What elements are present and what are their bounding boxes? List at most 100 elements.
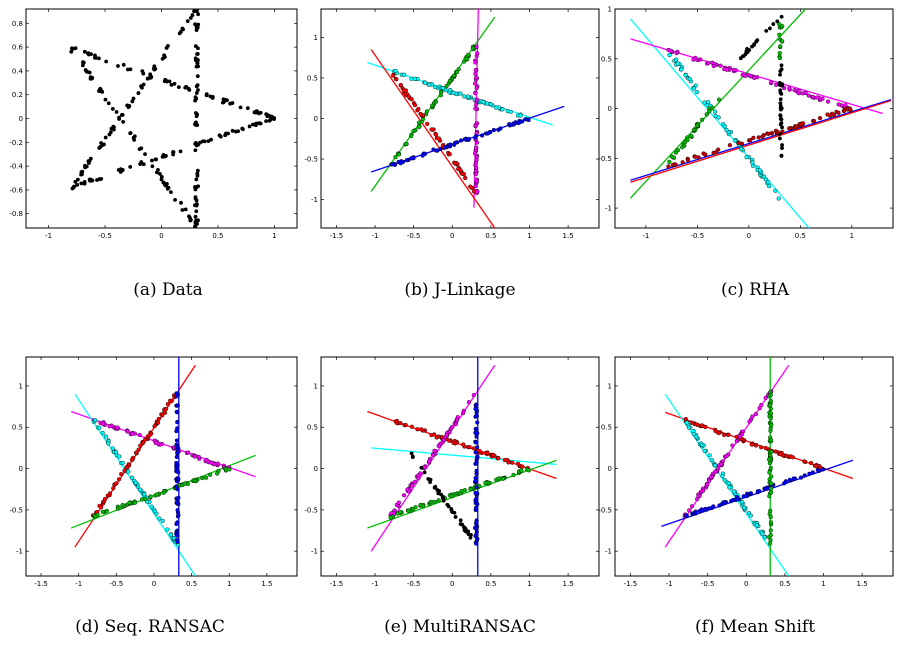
data-point: [130, 99, 135, 104]
data-point: [474, 427, 479, 432]
data-point: [734, 439, 739, 444]
data-point: [760, 134, 765, 139]
data-point: [448, 87, 453, 93]
data-point: [693, 510, 698, 515]
data-point: [156, 416, 161, 422]
data-point: [697, 508, 702, 514]
data-point: [192, 9, 196, 14]
data-point: [722, 478, 727, 483]
data-point: [153, 67, 158, 71]
data-point: [695, 496, 700, 502]
data-point: [474, 75, 479, 80]
data-point: [120, 502, 125, 508]
data-point: [433, 84, 438, 90]
data-point: [768, 392, 773, 397]
data-point: [193, 195, 198, 200]
data-point: [700, 117, 705, 122]
data-point: [90, 76, 95, 80]
x-tick-label: -0.5: [407, 232, 421, 240]
data-point: [441, 437, 446, 443]
data-point: [164, 406, 169, 412]
data-point: [724, 127, 729, 133]
data-point: [474, 97, 480, 102]
data-point: [153, 440, 158, 445]
data-point: [420, 503, 426, 509]
data-point: [711, 63, 716, 69]
x-tick-label: 0: [450, 232, 454, 240]
data-point: [410, 455, 415, 459]
data-point: [207, 472, 213, 477]
data-point: [100, 430, 105, 436]
y-tick-label: 0: [608, 465, 612, 473]
data-point: [778, 44, 783, 49]
data-point: [396, 500, 401, 505]
data-point: [500, 476, 506, 481]
x-tick-label: 1: [821, 580, 825, 588]
data-point: [471, 189, 477, 194]
data-point: [473, 81, 478, 86]
data-point: [110, 446, 115, 451]
data-point: [801, 121, 806, 126]
fit-line: [371, 447, 557, 466]
y-tick-label: 0: [314, 465, 318, 473]
data-point: [689, 133, 694, 139]
data-point: [128, 67, 133, 72]
plot-area: [69, 9, 277, 228]
data-point: [779, 117, 784, 122]
data-point: [180, 208, 185, 212]
data-point: [743, 73, 748, 79]
data-point: [129, 475, 135, 480]
plot-frame: [25, 8, 298, 229]
data-point: [132, 134, 137, 139]
data-point: [194, 25, 199, 29]
data-point: [111, 486, 116, 491]
data-point: [808, 460, 814, 466]
data-point: [174, 500, 180, 505]
data-point: [488, 102, 493, 107]
data-point: [154, 157, 159, 162]
data-point: [674, 57, 679, 62]
data-point: [162, 154, 167, 159]
data-point: [183, 85, 188, 90]
data-point: [699, 423, 705, 428]
x-tick-label: -1.5: [34, 580, 48, 588]
data-point: [466, 400, 472, 405]
data-point: [193, 185, 197, 189]
data-point: [739, 500, 745, 505]
data-point: [508, 109, 513, 114]
data-point: [113, 449, 119, 455]
data-point: [761, 174, 767, 179]
data-point: [402, 72, 407, 77]
y-tick-label: 0.6: [12, 44, 24, 52]
data-point: [734, 494, 739, 500]
data-point: [684, 420, 689, 425]
data-point: [425, 121, 430, 126]
data-point: [447, 79, 452, 84]
data-point: [118, 505, 123, 510]
fit-line: [370, 49, 496, 228]
data-point: [780, 24, 785, 29]
data-point: [741, 54, 746, 58]
data-point: [472, 151, 478, 156]
data-point: [406, 489, 412, 494]
data-point: [811, 118, 817, 124]
data-point: [126, 469, 131, 474]
data-point: [468, 535, 473, 540]
data-point: [106, 441, 111, 446]
data-point: [473, 106, 478, 111]
data-point: [707, 109, 712, 114]
data-point: [768, 465, 773, 471]
panel-caption: (c) RHA: [721, 280, 790, 300]
y-tick-label: 1: [608, 6, 612, 14]
data-point: [120, 113, 125, 117]
data-point: [71, 185, 76, 190]
data-point: [196, 88, 200, 92]
data-point: [130, 431, 135, 436]
data-point: [768, 411, 774, 416]
data-point: [241, 127, 245, 132]
data-point: [704, 507, 709, 512]
data-point: [836, 102, 841, 107]
data-point: [116, 168, 121, 172]
x-tick-label: 1: [227, 580, 231, 588]
data-point: [401, 88, 407, 93]
